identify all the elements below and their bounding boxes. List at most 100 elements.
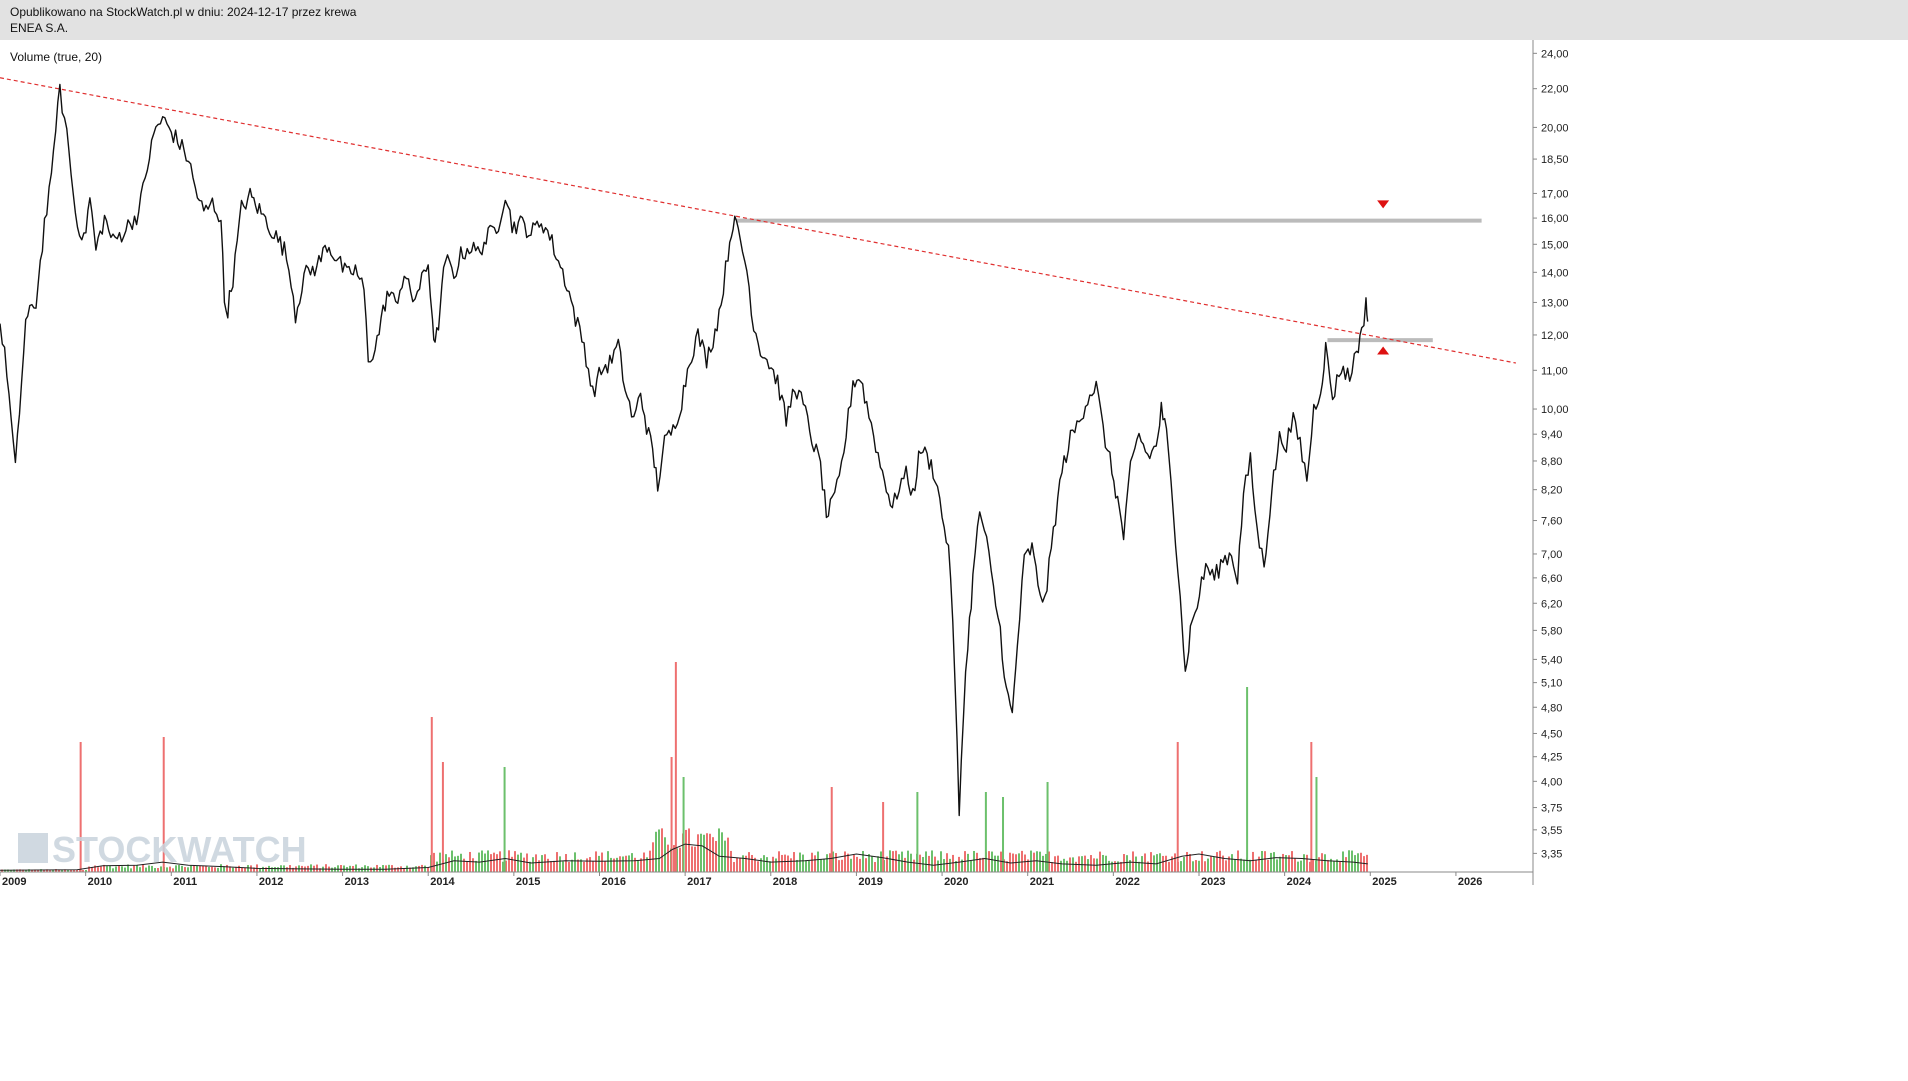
volume-bar (679, 847, 681, 872)
volume-bar (544, 854, 546, 872)
volume-bar (223, 866, 225, 872)
volume-bar (16, 869, 18, 872)
volume-bar (397, 867, 399, 872)
volume-bar (970, 860, 972, 872)
volume-bar (169, 866, 171, 872)
volume-bar (700, 833, 702, 872)
volume-bar (817, 851, 819, 872)
volume-bar (1048, 851, 1050, 872)
volume-bar (130, 868, 132, 872)
stockwatch-watermark: STOCKWATCH (18, 829, 307, 870)
volume-bar (229, 866, 231, 872)
volume-bar (538, 860, 540, 872)
volume-bar (1075, 861, 1077, 872)
volume-bar (1039, 851, 1041, 872)
volume-bar (991, 851, 993, 872)
volume-bar (214, 867, 216, 872)
volume-bar (514, 851, 516, 872)
volume-bar (427, 867, 429, 872)
volume-bar (277, 867, 279, 872)
volume-bar (1309, 861, 1311, 872)
volume-bar (1108, 860, 1110, 872)
volume-bar (550, 861, 552, 872)
volume-bar (475, 860, 477, 872)
volume-ma-line (0, 843, 1368, 871)
volume-bar (1192, 861, 1194, 872)
volume-bar (988, 851, 990, 872)
volume-bar (241, 867, 243, 872)
volume-bar (823, 858, 825, 872)
volume-bar (85, 869, 87, 872)
volume-bar (496, 854, 498, 872)
volume-bar (1002, 797, 1005, 872)
volume-bar (310, 864, 312, 872)
horizontal-levels (736, 218, 1482, 343)
volume-bar (1258, 856, 1260, 872)
volume-bar (703, 834, 705, 872)
volume-bar (358, 868, 360, 872)
volume-bar (1150, 852, 1152, 872)
volume-bar (637, 860, 639, 872)
x-tick-label: 2009 (2, 876, 26, 888)
volume-bar (43, 869, 45, 872)
volume-bar (895, 850, 897, 872)
volume-bar (1027, 859, 1029, 872)
volume-bar (1174, 853, 1176, 872)
volume-bar (1186, 851, 1188, 872)
volume-bar (1261, 850, 1263, 872)
volume-bar (601, 852, 603, 872)
volume-bar (652, 842, 654, 872)
volume-bar (1036, 851, 1038, 872)
volume-bar (1084, 855, 1086, 872)
trendline-layer (0, 77, 1516, 364)
volume-bar (1009, 852, 1011, 872)
volume-bar (523, 857, 525, 872)
y-tick-label: 9,40 (1541, 429, 1562, 441)
volume-bar (727, 837, 729, 872)
volume-bar (826, 854, 828, 872)
volume-bar (1303, 854, 1305, 872)
volume-bar (967, 853, 969, 872)
volume-bar (898, 854, 900, 872)
volume-bar (718, 828, 720, 872)
volume-bar (577, 859, 579, 872)
volume-bar (802, 854, 804, 872)
volume-bar (67, 869, 69, 872)
y-tick-label: 16,00 (1541, 213, 1569, 225)
volume-bar (235, 866, 237, 872)
volume-bar (19, 869, 21, 872)
volume-bar (796, 859, 798, 872)
volume-bar (1195, 860, 1197, 872)
volume-bar (88, 866, 90, 872)
volume-bar (316, 864, 318, 872)
volume-bar (217, 867, 219, 872)
y-tick-label: 5,10 (1541, 678, 1562, 690)
volume-bar (508, 850, 510, 872)
volume-bar (892, 851, 894, 872)
volume-bar (655, 831, 657, 872)
volume-bar (613, 858, 615, 872)
volume-bar (874, 861, 876, 872)
volume-bar (586, 858, 588, 872)
volume-bar (211, 866, 213, 872)
volume-bar (691, 846, 693, 872)
volume-bar (1102, 854, 1104, 872)
x-tick-label: 2026 (1458, 876, 1482, 888)
volume-bar (925, 851, 927, 872)
volume-bar (685, 829, 687, 872)
volume-bar (436, 861, 438, 872)
volume-bar (190, 865, 192, 872)
x-tick-label: 2024 (1287, 876, 1312, 888)
volume-bar (952, 854, 954, 872)
price-chart[interactable]: STOCKWATCH 24,00 22,00 20,00 18,50 17,00 16,0… (0, 40, 1908, 1081)
volume-bar (1252, 851, 1254, 872)
volume-bar (259, 867, 261, 872)
volume-bar (1198, 860, 1200, 872)
volume-bar (1090, 855, 1092, 872)
volume-bar (616, 857, 618, 872)
trendline (0, 77, 1516, 364)
volume-bar (1060, 860, 1062, 872)
volume-bar (532, 857, 534, 872)
signal-markers (1377, 200, 1390, 355)
volume-bar (1138, 861, 1140, 872)
